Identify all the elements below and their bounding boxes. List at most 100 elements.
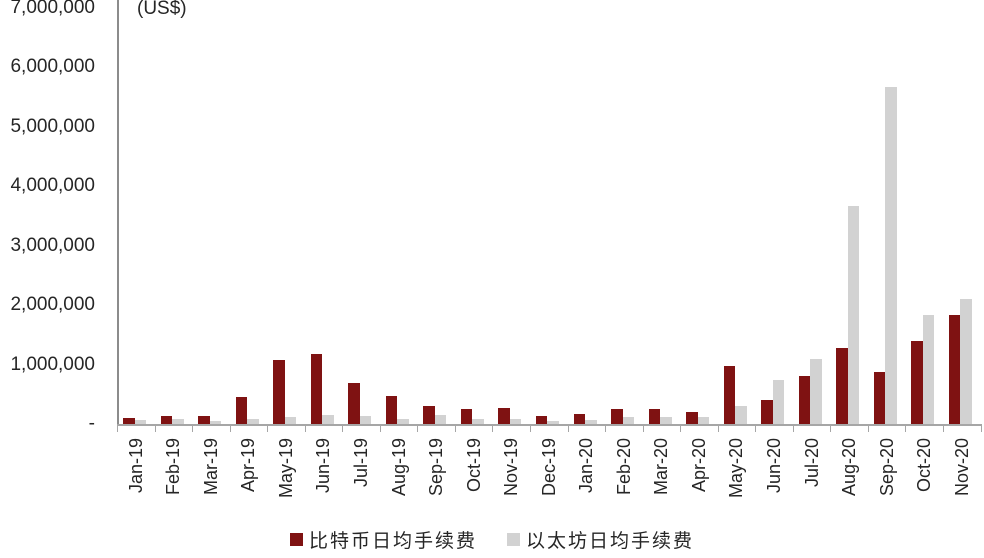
x-axis-tick <box>642 424 644 432</box>
x-axis-tick <box>529 424 531 432</box>
bar-eth-Sep-20 <box>885 87 897 424</box>
x-axis-label: Jun-20 <box>764 438 785 494</box>
bar-btc-Jan-20 <box>573 414 586 424</box>
y-axis-line <box>117 0 119 425</box>
x-axis-label: Jul-20 <box>801 438 822 488</box>
x-axis-label: Aug-20 <box>839 438 860 497</box>
x-axis-tick <box>267 424 269 432</box>
bar-eth-Jul-19 <box>359 415 372 424</box>
bar-btc-Nov-20 <box>948 314 961 424</box>
x-axis-tick <box>792 424 794 432</box>
x-axis-label: Oct-20 <box>914 438 935 493</box>
bar-btc-Feb-20 <box>611 409 623 424</box>
y-axis-unit-label: (US$) <box>137 0 187 19</box>
x-axis-tick <box>154 424 156 432</box>
bar-eth-May-20 <box>735 405 747 424</box>
x-axis-label: Dec-19 <box>538 438 559 497</box>
x-axis-label: Nov-19 <box>501 438 522 497</box>
bar-eth-Jun-19 <box>322 415 334 424</box>
x-axis-tick <box>755 424 757 432</box>
x-axis-line <box>117 424 981 426</box>
legend-label: 以太坊日均手续费 <box>526 530 695 552</box>
bar-eth-Nov-20 <box>960 299 972 424</box>
bar-btc-Jun-20 <box>761 399 773 424</box>
bar-eth-Feb-19 <box>172 418 184 424</box>
x-axis-tick <box>229 424 231 432</box>
bar-eth-Mar-20 <box>660 416 672 424</box>
bar-eth-Aug-20 <box>847 206 860 424</box>
bar-btc-Jul-20 <box>798 375 811 424</box>
x-axis-label: Jun-19 <box>313 438 334 494</box>
bar-btc-Oct-20 <box>911 341 923 424</box>
x-axis-tick <box>417 424 419 432</box>
y-tick-label: 4,000,000 <box>10 175 95 196</box>
bar-eth-Jan-19 <box>134 420 146 424</box>
x-axis-label: Sep-20 <box>876 438 897 497</box>
x-axis-label: Nov-20 <box>951 438 972 497</box>
y-tick-label: 3,000,000 <box>10 234 95 256</box>
bar-btc-Jul-19 <box>348 383 360 424</box>
bar-eth-Oct-19 <box>472 418 484 424</box>
bar-btc-Apr-20 <box>686 412 698 424</box>
y-tick-label: 2,000,000 <box>10 294 95 315</box>
x-axis-tick <box>867 424 869 432</box>
x-axis-label: Jan-19 <box>125 438 146 494</box>
x-axis-label: Mar-19 <box>200 438 221 496</box>
bar-eth-Apr-20 <box>697 417 710 424</box>
legend: 比特币日均手续费 以太坊日均手续费 <box>0 526 984 553</box>
bar-btc-Sep-20 <box>873 371 886 424</box>
x-axis-tick <box>830 424 832 432</box>
bar-btc-Apr-19 <box>235 397 248 424</box>
bar-btc-Jan-19 <box>123 418 135 424</box>
bar-eth-Sep-19 <box>434 414 447 424</box>
x-axis-tick <box>980 424 982 432</box>
bar-eth-Mar-19 <box>209 420 222 424</box>
y-tick-label: - <box>88 413 95 434</box>
x-axis-label: Feb-20 <box>613 438 634 496</box>
x-axis-label: Aug-19 <box>388 438 409 497</box>
bar-eth-Oct-20 <box>922 314 935 424</box>
x-axis-tick <box>192 424 194 432</box>
bar-btc-Aug-19 <box>385 395 398 424</box>
x-axis-label: Feb-19 <box>163 438 184 496</box>
bar-btc-Aug-20 <box>836 348 848 424</box>
bar-eth-Aug-19 <box>397 418 409 424</box>
bar-eth-Nov-19 <box>509 418 522 424</box>
bar-btc-Sep-19 <box>423 406 435 424</box>
x-axis-label: Oct-19 <box>463 438 484 493</box>
bar-eth-Jul-20 <box>810 359 822 424</box>
bar-eth-Dec-19 <box>547 421 559 424</box>
y-tick-label: 7,000,000 <box>10 0 95 18</box>
bar-eth-Apr-19 <box>247 419 259 424</box>
x-axis-label: May-19 <box>275 438 296 499</box>
bar-btc-Mar-19 <box>198 415 210 424</box>
y-tick-label: 1,000,000 <box>10 353 95 375</box>
y-tick-label: 5,000,000 <box>10 115 95 137</box>
bar-btc-Nov-19 <box>498 408 510 424</box>
bar-eth-Feb-20 <box>622 417 635 424</box>
legend-swatch <box>289 533 303 546</box>
y-tick-label: 6,000,000 <box>10 56 95 77</box>
x-axis-tick <box>942 424 944 432</box>
x-axis-tick <box>379 424 381 432</box>
x-axis-label: Apr-19 <box>238 438 259 493</box>
x-axis-tick <box>717 424 719 432</box>
x-axis-label: Sep-19 <box>426 438 447 497</box>
x-axis-label: Mar-20 <box>651 438 672 496</box>
bar-btc-Feb-19 <box>160 415 173 424</box>
legend-item: 以太坊日均手续费 <box>507 526 694 553</box>
bar-eth-Jun-20 <box>772 379 785 424</box>
bar-eth-May-19 <box>284 416 297 424</box>
bar-btc-Oct-19 <box>460 409 473 424</box>
bar-btc-Dec-19 <box>535 415 548 424</box>
bar-btc-May-20 <box>723 365 736 424</box>
x-axis-tick <box>304 424 306 432</box>
bar-eth-Jan-20 <box>585 420 597 424</box>
legend-swatch <box>507 533 520 546</box>
bar-btc-Mar-20 <box>648 409 661 424</box>
x-axis-tick <box>454 424 456 432</box>
x-axis-tick <box>567 424 569 432</box>
x-axis-label: May-20 <box>726 438 747 499</box>
x-axis-label: Apr-20 <box>688 438 709 493</box>
